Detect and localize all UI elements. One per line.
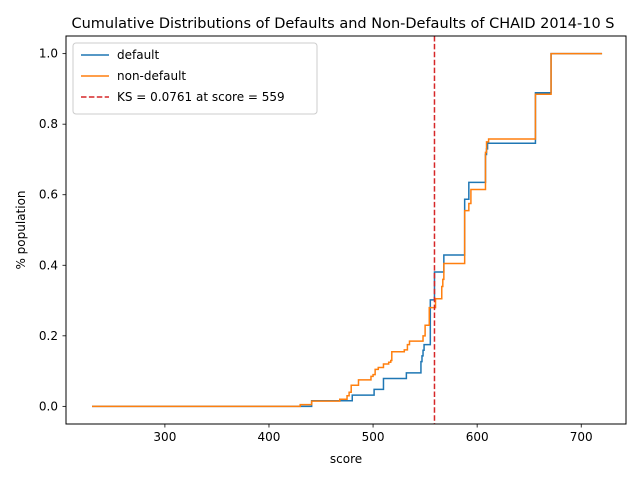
plot-area <box>92 36 603 424</box>
legend-label: default <box>117 48 160 62</box>
legend-box <box>72 42 318 115</box>
x-tick-label: 300 <box>153 430 176 444</box>
y-tick-label: 0.2 <box>39 329 58 343</box>
y-tick-label: 0.4 <box>39 258 58 272</box>
x-axis-label: score <box>330 452 362 466</box>
axes-frame <box>65 35 627 425</box>
axis-ticks: 300 400 500 600 700 0.0 0.2 0.4 0.6 0.8 1.0 <box>39 47 593 444</box>
y-axis-label: % population <box>14 190 28 269</box>
legend-label: KS = 0.0761 at score = 559 <box>117 90 285 104</box>
y-tick-label: 0.0 <box>39 399 58 413</box>
y-tick-label: 0.8 <box>39 117 58 131</box>
x-tick-label: 500 <box>362 430 385 444</box>
y-tick-label: 1.0 <box>39 47 58 61</box>
x-tick-label: 600 <box>466 430 489 444</box>
legend: default non-default KS = 0.0761 at score =… <box>72 42 318 115</box>
chart-title: Cumulative Distributions of Defaults and… <box>71 16 614 32</box>
legend-label: non-default <box>117 69 186 83</box>
y-tick-label: 0.6 <box>39 188 58 202</box>
x-tick-label: 400 <box>258 430 281 444</box>
x-tick-label: 700 <box>570 430 593 444</box>
series-line-non-default <box>92 52 603 408</box>
